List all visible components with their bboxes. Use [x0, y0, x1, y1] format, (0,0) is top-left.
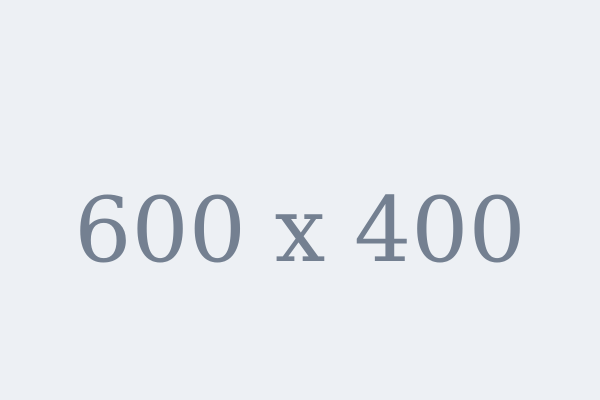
dimension-label: 600 x 400	[74, 178, 526, 283]
